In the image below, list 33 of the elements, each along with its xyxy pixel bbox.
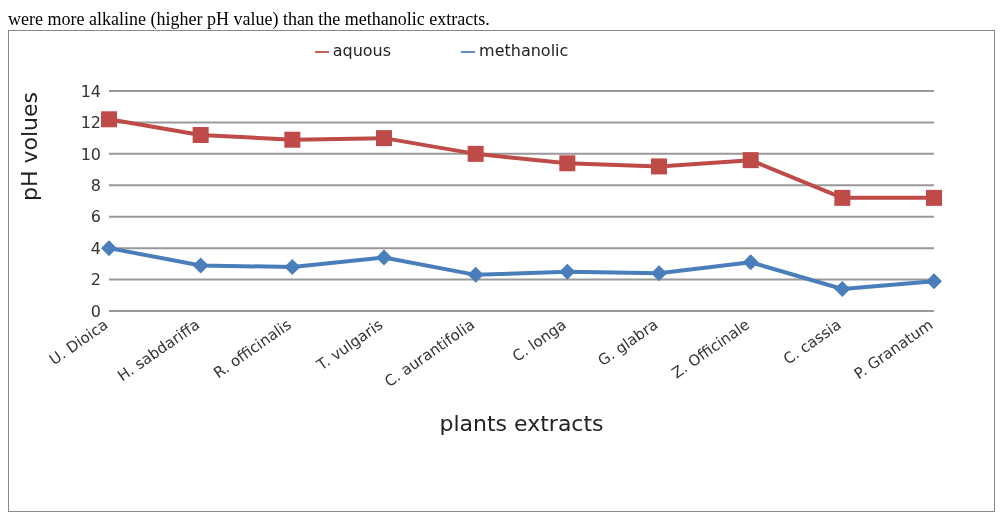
point [467, 266, 484, 283]
point [284, 131, 301, 148]
point [742, 254, 759, 271]
point [467, 145, 484, 162]
point [101, 240, 117, 257]
point [651, 158, 667, 175]
point [651, 265, 667, 282]
point [376, 249, 392, 266]
y-tick-label: 8 [90, 175, 101, 195]
point [834, 281, 851, 297]
x-axis-title: plants extracts [439, 411, 604, 436]
text: were more alkaline (higher pH value) than the methanolic extracts. [8, 8, 491, 30]
point [192, 127, 209, 143]
point [192, 257, 209, 274]
point [926, 273, 942, 290]
y-tick-label: 6 [90, 207, 101, 227]
y-axis-title: pH volues [16, 91, 42, 201]
y-tick-label: 0 [90, 301, 101, 321]
point [284, 259, 301, 275]
legend-label: methanolic [479, 41, 569, 60]
point [559, 155, 576, 172]
y-tick-label: 4 [90, 238, 101, 258]
y-tick-label: 12 [80, 113, 101, 133]
legend-label: aquous [332, 41, 392, 60]
y-tick-label: 14 [80, 81, 101, 101]
y-tick-label: 2 [90, 270, 101, 290]
point [101, 111, 117, 128]
point [559, 263, 576, 280]
y-tick-label: 10 [80, 144, 101, 164]
point [834, 189, 851, 206]
point [742, 152, 759, 169]
point [926, 189, 942, 206]
point [376, 130, 392, 147]
